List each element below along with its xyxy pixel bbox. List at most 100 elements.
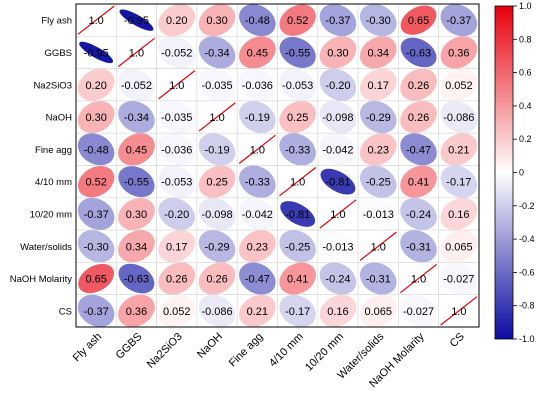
matrix-cell: 0.34 — [116, 229, 157, 263]
matrix-cell: -0.34 — [116, 100, 157, 134]
cell-value: 0.34 — [126, 241, 147, 253]
correlation-ellipse — [239, 165, 276, 198]
matrix-cell: -0.24 — [398, 197, 439, 231]
correlation-ellipse — [319, 4, 357, 37]
diagonal-mark — [279, 167, 317, 197]
cell-value: 0.21 — [247, 306, 268, 318]
matrix-cell: -0.19 — [196, 132, 238, 166]
matrix-cell: 1.0 — [277, 165, 319, 199]
cell-value: -0.37 — [84, 209, 109, 221]
cell-value: 0.20 — [85, 80, 106, 92]
cell-value: -0.17 — [446, 177, 471, 189]
cell-value: -0.34 — [205, 47, 230, 59]
cell-value: -0.17 — [285, 306, 310, 318]
cell-value: 1.0 — [451, 306, 466, 318]
correlation-ellipse — [198, 4, 236, 37]
column-label: Na2SiO3 — [145, 331, 185, 371]
colorbar-tick-label: 0.6 — [519, 68, 532, 78]
cell-value: -0.47 — [406, 144, 431, 156]
cell-value: 0.36 — [126, 306, 147, 318]
matrix-cell: -0.25 — [357, 165, 399, 199]
matrix-cell: -0.042 — [236, 197, 278, 231]
colorbar-tick-label: -0.4 — [519, 234, 535, 244]
cell-value: 0.30 — [85, 112, 106, 124]
cell-value: 0.20 — [166, 15, 187, 27]
correlation-ellipse — [77, 100, 115, 134]
matrix-cell: 0.36 — [438, 35, 480, 69]
matrix-cell: -0.48 — [75, 132, 117, 166]
correlation-ellipse — [359, 165, 397, 198]
matrix-cell: -0.55 — [277, 35, 319, 69]
matrix-cell: -0.035 — [156, 100, 198, 134]
matrix-cell: -0.29 — [196, 229, 238, 263]
matrix-cell: -0.63 — [116, 262, 157, 295]
matrix-cell: -0.098 — [196, 197, 238, 231]
cell-value: 0.45 — [247, 47, 268, 59]
cell-value: -0.036 — [161, 144, 192, 156]
correlation-ellipse — [280, 201, 316, 227]
diagonal-mark — [198, 102, 236, 132]
correlation-ellipse — [400, 37, 437, 68]
cell-value: -0.24 — [325, 274, 350, 286]
correlation-ellipse — [359, 262, 397, 295]
matrix-cell: 1.0 — [196, 100, 238, 134]
cell-value: 0.17 — [166, 241, 187, 253]
colorbar-gradient — [494, 5, 514, 340]
matrix-cell: 0.25 — [196, 165, 238, 199]
correlation-ellipse — [359, 4, 397, 37]
cell-value: 0.30 — [126, 209, 147, 221]
matrix-cell: -0.81 — [277, 197, 319, 231]
matrix-cell: 0.41 — [398, 165, 439, 199]
cell-value: 0.41 — [287, 274, 308, 286]
correlation-ellipse — [319, 230, 357, 263]
matrix-cell: -0.098 — [317, 100, 359, 134]
correlation-ellipse — [198, 68, 236, 101]
correlation-ellipse — [239, 230, 276, 263]
matrix-cell: -0.48 — [236, 3, 278, 37]
row-label: Fine agg — [35, 145, 72, 156]
correlation-ellipse — [239, 262, 276, 295]
diagonal-mark — [359, 231, 397, 261]
matrix-cell: 0.17 — [357, 68, 399, 102]
diagonal-mark — [238, 134, 276, 164]
correlation-ellipse — [158, 294, 196, 327]
cell-value: -0.55 — [285, 47, 310, 59]
correlation-ellipse — [118, 197, 155, 231]
column-label: Fine agg — [227, 331, 266, 370]
matrix-cell: -0.052 — [156, 35, 198, 69]
matrix-cell: 0.23 — [357, 132, 399, 166]
correlation-ellipse — [198, 262, 236, 295]
cell-value: -0.20 — [164, 209, 189, 221]
column-label: 4/10 mm — [267, 331, 306, 370]
cell-value: -0.027 — [403, 306, 434, 318]
matrix-cell: -0.37 — [75, 294, 117, 328]
cell-value: -0.20 — [325, 80, 350, 92]
cell-value: -0.035 — [161, 112, 192, 124]
matrix-cell: 1.0 — [398, 262, 439, 295]
matrix-cell: -0.053 — [277, 68, 319, 102]
correlation-ellipse — [359, 133, 397, 166]
matrix-cell: -0.25 — [277, 229, 319, 263]
correlation-ellipse — [279, 262, 316, 295]
cell-value: -0.37 — [84, 306, 109, 318]
correlation-ellipse — [198, 197, 236, 231]
matrix-cell: -0.47 — [398, 132, 439, 166]
cell-value: -0.013 — [363, 209, 394, 221]
matrix-cell: 1.0 — [75, 3, 117, 37]
colorbar-tick-label: 0.2 — [519, 134, 532, 144]
correlation-ellipse — [118, 100, 155, 134]
correlation-ellipse — [239, 294, 276, 327]
correlation-ellipse — [119, 9, 154, 31]
colorbar-tick-label: -0.6 — [519, 267, 535, 277]
cell-value: -0.052 — [161, 47, 192, 59]
cell-value: -0.81 — [285, 209, 310, 221]
matrix-cell: 0.16 — [317, 294, 359, 328]
correlation-ellipse — [319, 100, 357, 134]
correlation-ellipse — [319, 294, 357, 327]
colorbar: 1.0 0.8 0.6 0.4 0.2 0 -0.2 -0.4 -0.6 -0.8 -1.0 — [494, 1, 535, 344]
correlation-ellipse — [118, 68, 155, 101]
matrix-cell: -0.31 — [398, 229, 439, 263]
matrix-cell: -0.086 — [196, 294, 238, 328]
matrix-cell: 0.30 — [116, 197, 157, 231]
colorbar-tick-label: 0.8 — [519, 34, 532, 44]
